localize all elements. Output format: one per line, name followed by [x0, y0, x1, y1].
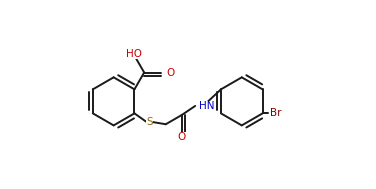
Text: HN: HN	[199, 101, 215, 111]
Text: Br: Br	[270, 108, 282, 118]
Text: HO: HO	[126, 49, 143, 59]
Text: O: O	[166, 67, 174, 77]
Text: S: S	[146, 117, 153, 127]
Text: O: O	[177, 132, 186, 142]
